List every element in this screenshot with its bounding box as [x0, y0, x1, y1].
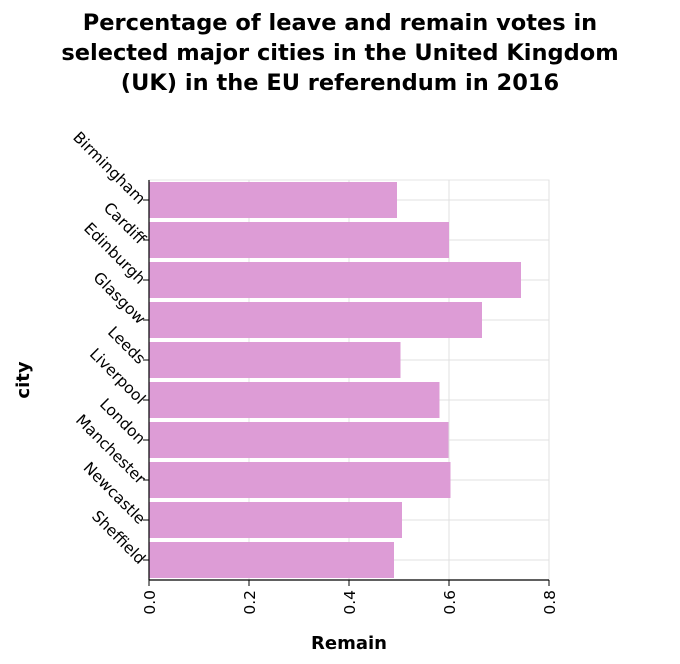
x-tick-label: 0.8	[541, 590, 559, 615]
bar	[149, 222, 449, 258]
bar	[149, 302, 482, 338]
y-tick-label: Birmingham	[69, 128, 149, 208]
x-tick-label: 0.6	[441, 590, 459, 615]
x-axis-label: Remain	[311, 633, 387, 654]
bar	[149, 542, 394, 578]
bar	[149, 382, 440, 418]
bar	[149, 502, 402, 538]
bar	[149, 462, 451, 498]
chart-title: Percentage of leave and remain votes in …	[61, 10, 618, 96]
bars	[149, 182, 521, 578]
x-tick-label: 0.0	[141, 590, 159, 615]
chart-title-line-1: Percentage of leave and remain votes in	[83, 10, 597, 36]
x-tick-label: 0.4	[341, 590, 359, 615]
y-axis-label: city	[13, 361, 34, 398]
bar	[149, 422, 449, 458]
bar	[149, 182, 397, 218]
chart-title-line-3: (UK) in the EU referendum in 2016	[121, 70, 559, 96]
bar	[149, 262, 521, 298]
x-tick-label: 0.2	[241, 590, 259, 615]
bar	[149, 342, 401, 378]
axes	[143, 180, 550, 586]
chart-title-line-2: selected major cities in the United King…	[61, 40, 618, 66]
